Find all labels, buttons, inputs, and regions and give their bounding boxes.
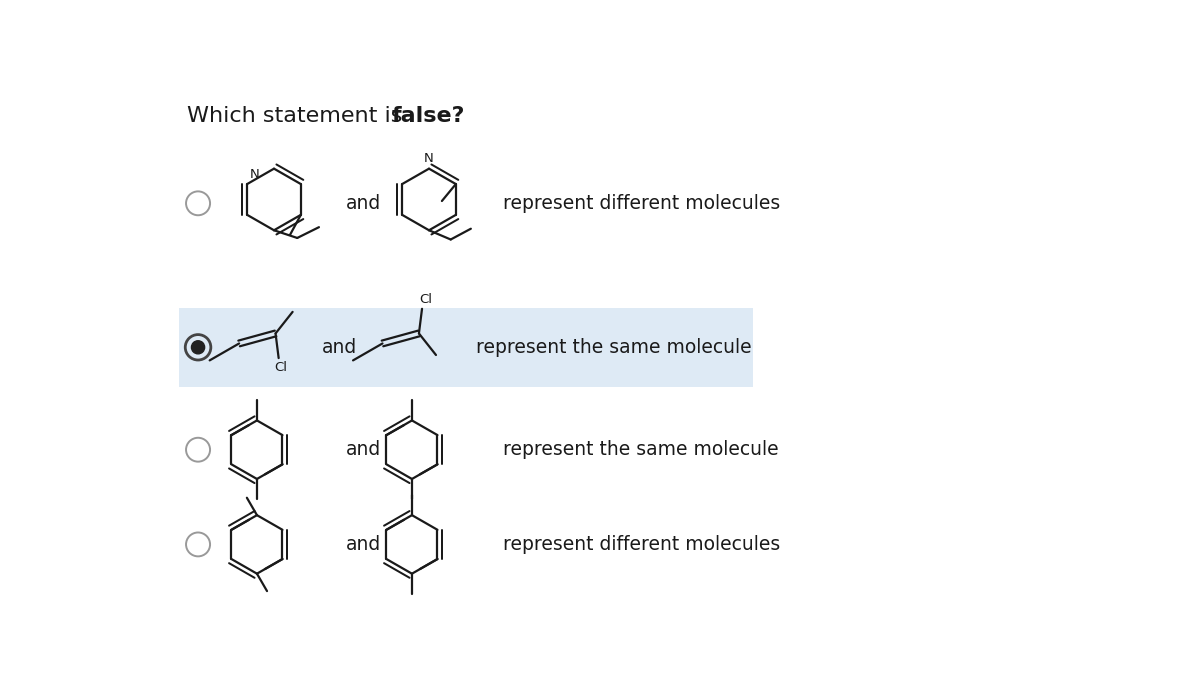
- Circle shape: [192, 341, 205, 354]
- Text: and: and: [346, 194, 380, 213]
- Text: and: and: [323, 338, 358, 357]
- Text: Cl: Cl: [274, 361, 287, 374]
- FancyBboxPatch shape: [180, 308, 752, 387]
- Text: and: and: [346, 535, 380, 554]
- Text: represent different molecules: represent different molecules: [503, 535, 780, 554]
- Text: represent the same molecule: represent the same molecule: [503, 440, 779, 459]
- Text: Cl: Cl: [419, 293, 432, 306]
- Text: N: N: [424, 152, 434, 165]
- Text: Which statement is: Which statement is: [187, 106, 409, 125]
- Text: and: and: [346, 440, 380, 459]
- Text: represent the same molecule: represent the same molecule: [475, 338, 751, 357]
- Text: false?: false?: [391, 106, 466, 125]
- Text: represent different molecules: represent different molecules: [503, 194, 780, 213]
- Text: N: N: [250, 168, 259, 181]
